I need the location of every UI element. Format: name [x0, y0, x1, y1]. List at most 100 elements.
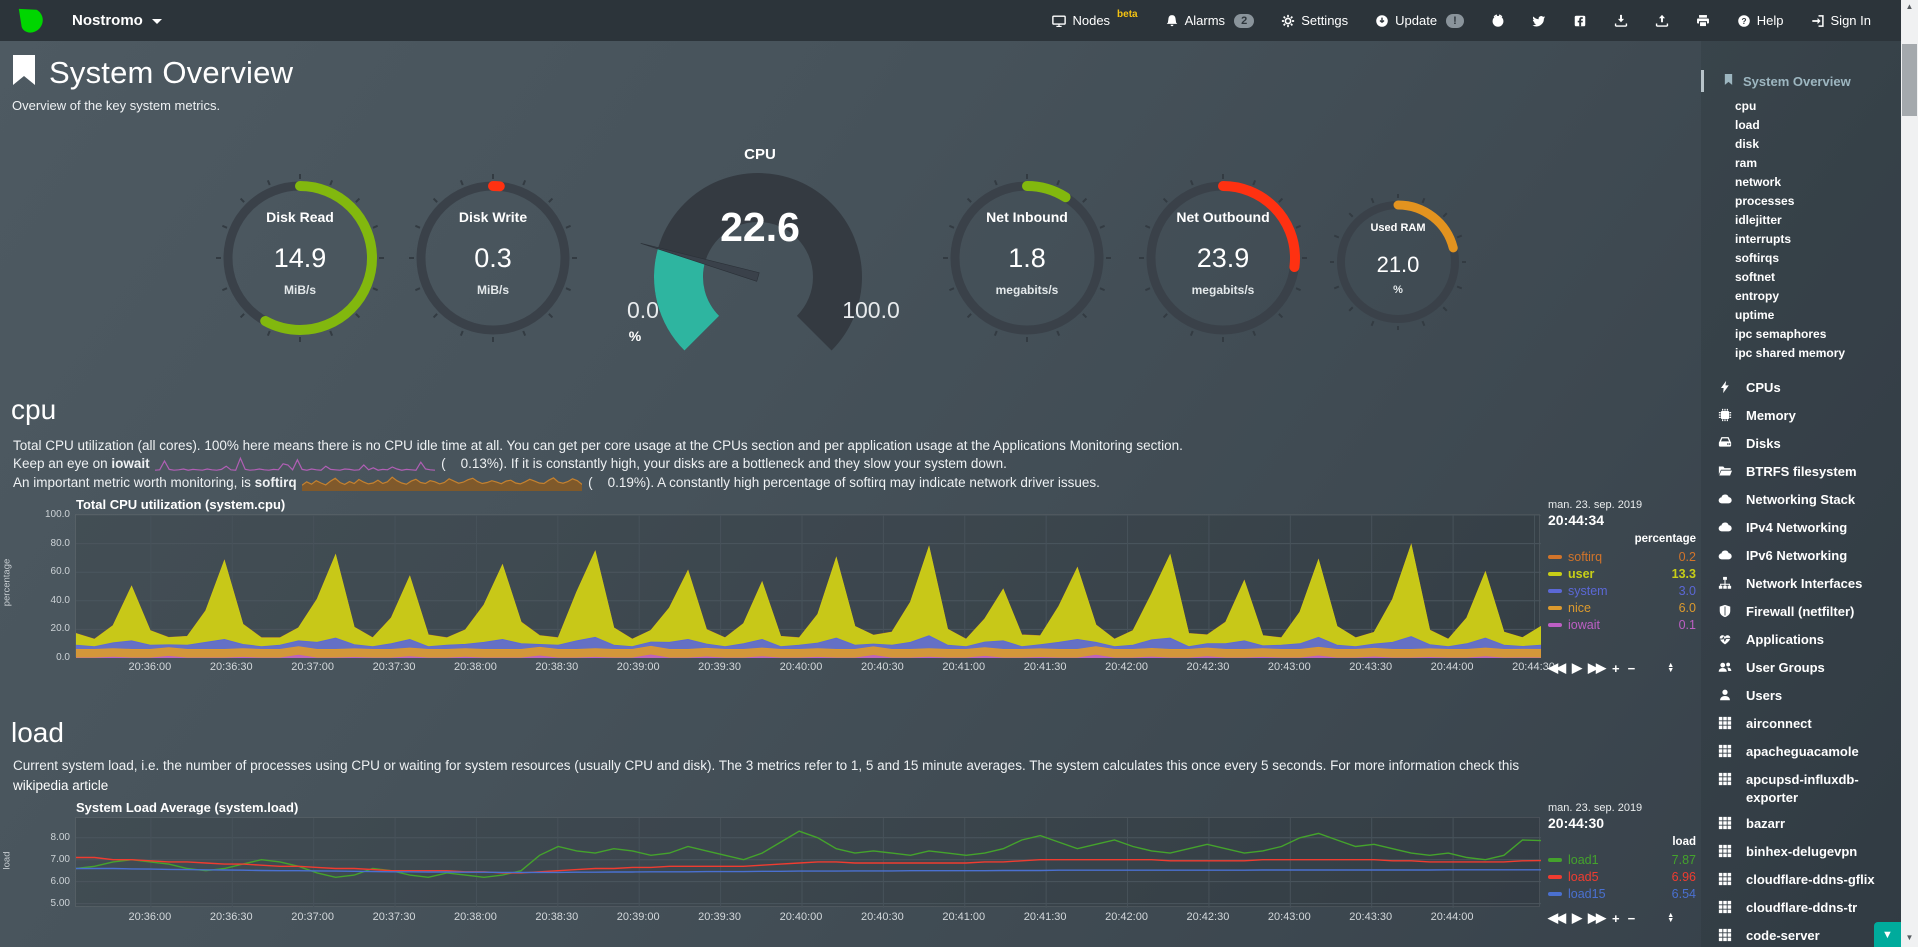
disk-read-gauge[interactable]: Disk Read 14.9 MiB/s [215, 173, 385, 343]
disk-write-gauge[interactable]: Disk Write 0.3 MiB/s [408, 173, 578, 343]
sidebar-subitem-idlejitter[interactable]: idlejitter [1735, 213, 1782, 227]
nav-badge-update: ! [1446, 13, 1464, 28]
sidebar-item-apcupsd-influxdb-exporter[interactable]: apcupsd-influxdb-exporter [1701, 767, 1901, 811]
sidebar-item-firewall-netfilter[interactable]: Firewall (netfilter) [1701, 599, 1901, 627]
sidebar-item-cpus[interactable]: CPUs [1701, 375, 1901, 403]
play-icon[interactable]: ▶ [1572, 910, 1582, 925]
sidebar-item-cloudflare-ddns-tr[interactable]: cloudflare-ddns-tr [1701, 895, 1901, 923]
cpu-gauge-chart[interactable]: CPU 22.6 0.0 100.0 % [600, 140, 920, 355]
legend-row-user[interactable]: user 13.3 [1548, 565, 1696, 582]
sidebar-subitem-uptime[interactable]: uptime [1735, 308, 1775, 322]
sidebar-subitem-disk[interactable]: disk [1735, 137, 1760, 151]
play-icon[interactable]: ▶ [1572, 660, 1582, 675]
wikipedia-link[interactable]: wikipedia article [13, 778, 109, 793]
section-heading-load: load [11, 717, 64, 749]
nav-item-update[interactable]: Update! [1375, 13, 1464, 28]
sidebar-item-ipv4-networking[interactable]: IPv4 Networking [1701, 515, 1901, 543]
sidebar-item-code-server[interactable]: code-server [1701, 923, 1901, 947]
sidebar-item-memory[interactable]: Memory [1701, 403, 1901, 431]
scrollbar-down-icon[interactable]: ▼ [1905, 933, 1914, 942]
chart-plot-area[interactable] [75, 817, 1541, 908]
x-tick: 20:42:00 [1105, 911, 1148, 923]
sidebar-subitem-softnet[interactable]: softnet [1735, 270, 1775, 284]
sidebar-item-users[interactable]: Users [1701, 683, 1901, 711]
pan-forward-icon[interactable]: ▶▶ [1588, 660, 1606, 675]
x-tick: 20:38:30 [535, 661, 579, 673]
scroll-to-bottom-button[interactable]: ▼ [1874, 922, 1901, 947]
zoom-in-icon[interactable]: + [1612, 910, 1620, 926]
nav-item-twitter[interactable] [1532, 14, 1546, 28]
sidebar-item-apacheguacamole[interactable]: apacheguacamole [1701, 739, 1901, 767]
legend-row-nice[interactable]: nice 6.0 [1548, 599, 1696, 616]
nav-item-facebook[interactable] [1573, 14, 1587, 28]
grid-icon [1718, 772, 1736, 790]
netdata-logo-icon[interactable] [16, 6, 46, 36]
legend-series-value: 6.96 [1671, 869, 1696, 884]
sidebar-item-ipv6-networking[interactable]: IPv6 Networking [1701, 543, 1901, 571]
sidebar-item-binhex-delugevpn[interactable]: binhex-delugevpn [1701, 839, 1901, 867]
legend-row-iowait[interactable]: iowait 0.1 [1548, 616, 1696, 633]
sidebar-item-airconnect[interactable]: airconnect [1701, 711, 1901, 739]
section-heading-cpu: cpu [11, 394, 57, 426]
sidebar-item-network-interfaces[interactable]: Network Interfaces [1701, 571, 1901, 599]
nav-item-help[interactable]: ? Help [1737, 13, 1784, 28]
zoom-in-icon[interactable]: + [1612, 660, 1620, 676]
scrollbar-up-icon[interactable]: ▲ [1905, 2, 1914, 11]
sidebar-item-disks[interactable]: Disks [1701, 431, 1901, 459]
sidebar-subitem-processes[interactable]: processes [1735, 194, 1795, 208]
sidebar-subitem-ipc-shared-memory[interactable]: ipc shared memory [1735, 346, 1846, 360]
zoom-out-icon[interactable]: − [1627, 660, 1636, 676]
sidebar-subitem-ipc-semaphores[interactable]: ipc semaphores [1735, 327, 1827, 341]
sidebar-item-label: binhex-delugevpn [1746, 844, 1858, 859]
scrollbar[interactable]: ▲ ▼ [1901, 0, 1918, 947]
nav-item-nodes[interactable]: Nodes beta [1052, 9, 1138, 28]
pan-backward-icon[interactable]: ◀◀ [1548, 660, 1566, 675]
sidebar-subitem-interrupts[interactable]: interrupts [1735, 232, 1792, 246]
folder-icon [1718, 464, 1736, 482]
legend-row-load1[interactable]: load1 7.87 [1548, 851, 1696, 868]
legend-row-softirq[interactable]: softirq 0.2 [1548, 548, 1696, 565]
sidebar-item-cloudflare-ddns-gflix[interactable]: cloudflare-ddns-gflix [1701, 867, 1901, 895]
sidebar-subitem-softirqs[interactable]: softirqs [1735, 251, 1780, 265]
sidebar-subitem-network[interactable]: network [1735, 175, 1782, 189]
chart-plot-area[interactable] [75, 514, 1541, 658]
pan-backward-icon[interactable]: ◀◀ [1548, 910, 1566, 925]
chart-title: Total CPU utilization (system.cpu) [76, 497, 286, 512]
sidebar-subitem-load[interactable]: load [1735, 118, 1760, 132]
sidebar-subitem-ram[interactable]: ram [1735, 156, 1758, 170]
softirq-sparkline [302, 476, 583, 491]
hostname-dropdown[interactable]: Nostromo [72, 12, 162, 29]
legend-row-load15[interactable]: load15 6.54 [1548, 885, 1696, 902]
nav-item-import[interactable] [1614, 14, 1628, 28]
resize-handle-icon[interactable]: ▲ ▼ [1667, 911, 1675, 924]
nav-item-print[interactable] [1696, 14, 1710, 28]
used-ram-gauge[interactable]: Used RAM 21.0% [1329, 193, 1467, 331]
update-icon [1375, 14, 1389, 28]
bolt-icon [1718, 380, 1736, 398]
sidebar-item-system-overview[interactable]: System Overview [1701, 41, 1901, 95]
sidebar-item-networking-stack[interactable]: Networking Stack [1701, 487, 1901, 515]
sidebar-subitem-entropy[interactable]: entropy [1735, 289, 1780, 303]
sidebar-item-applications[interactable]: Applications [1701, 627, 1901, 655]
zoom-out-icon[interactable]: − [1627, 910, 1636, 926]
x-tick: 20:37:00 [291, 911, 335, 923]
nav-item-signin[interactable]: Sign In [1811, 13, 1871, 28]
nav-item-settings[interactable]: Settings [1281, 13, 1348, 28]
net-inbound-gauge[interactable]: Net Inbound 1.8 megabits/s [942, 173, 1112, 343]
net-outbound-gauge[interactable]: Net Outbound 23.9 megabits/s [1138, 173, 1308, 343]
nav-badge-alarms: 2 [1234, 13, 1255, 28]
nav-item-label: Nodes [1072, 13, 1111, 28]
resize-handle-icon[interactable]: ▲ ▼ [1667, 661, 1675, 674]
legend-row-system[interactable]: system 3.0 [1548, 582, 1696, 599]
sidebar-item-btrfs-filesystem[interactable]: BTRFS filesystem [1701, 459, 1901, 487]
sidebar-item-user-groups[interactable]: User Groups [1701, 655, 1901, 683]
sidebar-item-bazarr[interactable]: bazarr [1701, 811, 1901, 839]
sidebar-subitem-cpu[interactable]: cpu [1735, 99, 1757, 113]
nav-item-alarms[interactable]: Alarms 2 [1165, 13, 1255, 28]
scrollbar-thumb[interactable] [1902, 44, 1917, 116]
legend-row-load5[interactable]: load5 6.96 [1548, 868, 1696, 885]
nav-item-github[interactable] [1491, 13, 1505, 28]
hostname-label: Nostromo [72, 12, 143, 29]
nav-item-export[interactable] [1655, 14, 1669, 28]
pan-forward-icon[interactable]: ▶▶ [1588, 910, 1606, 925]
